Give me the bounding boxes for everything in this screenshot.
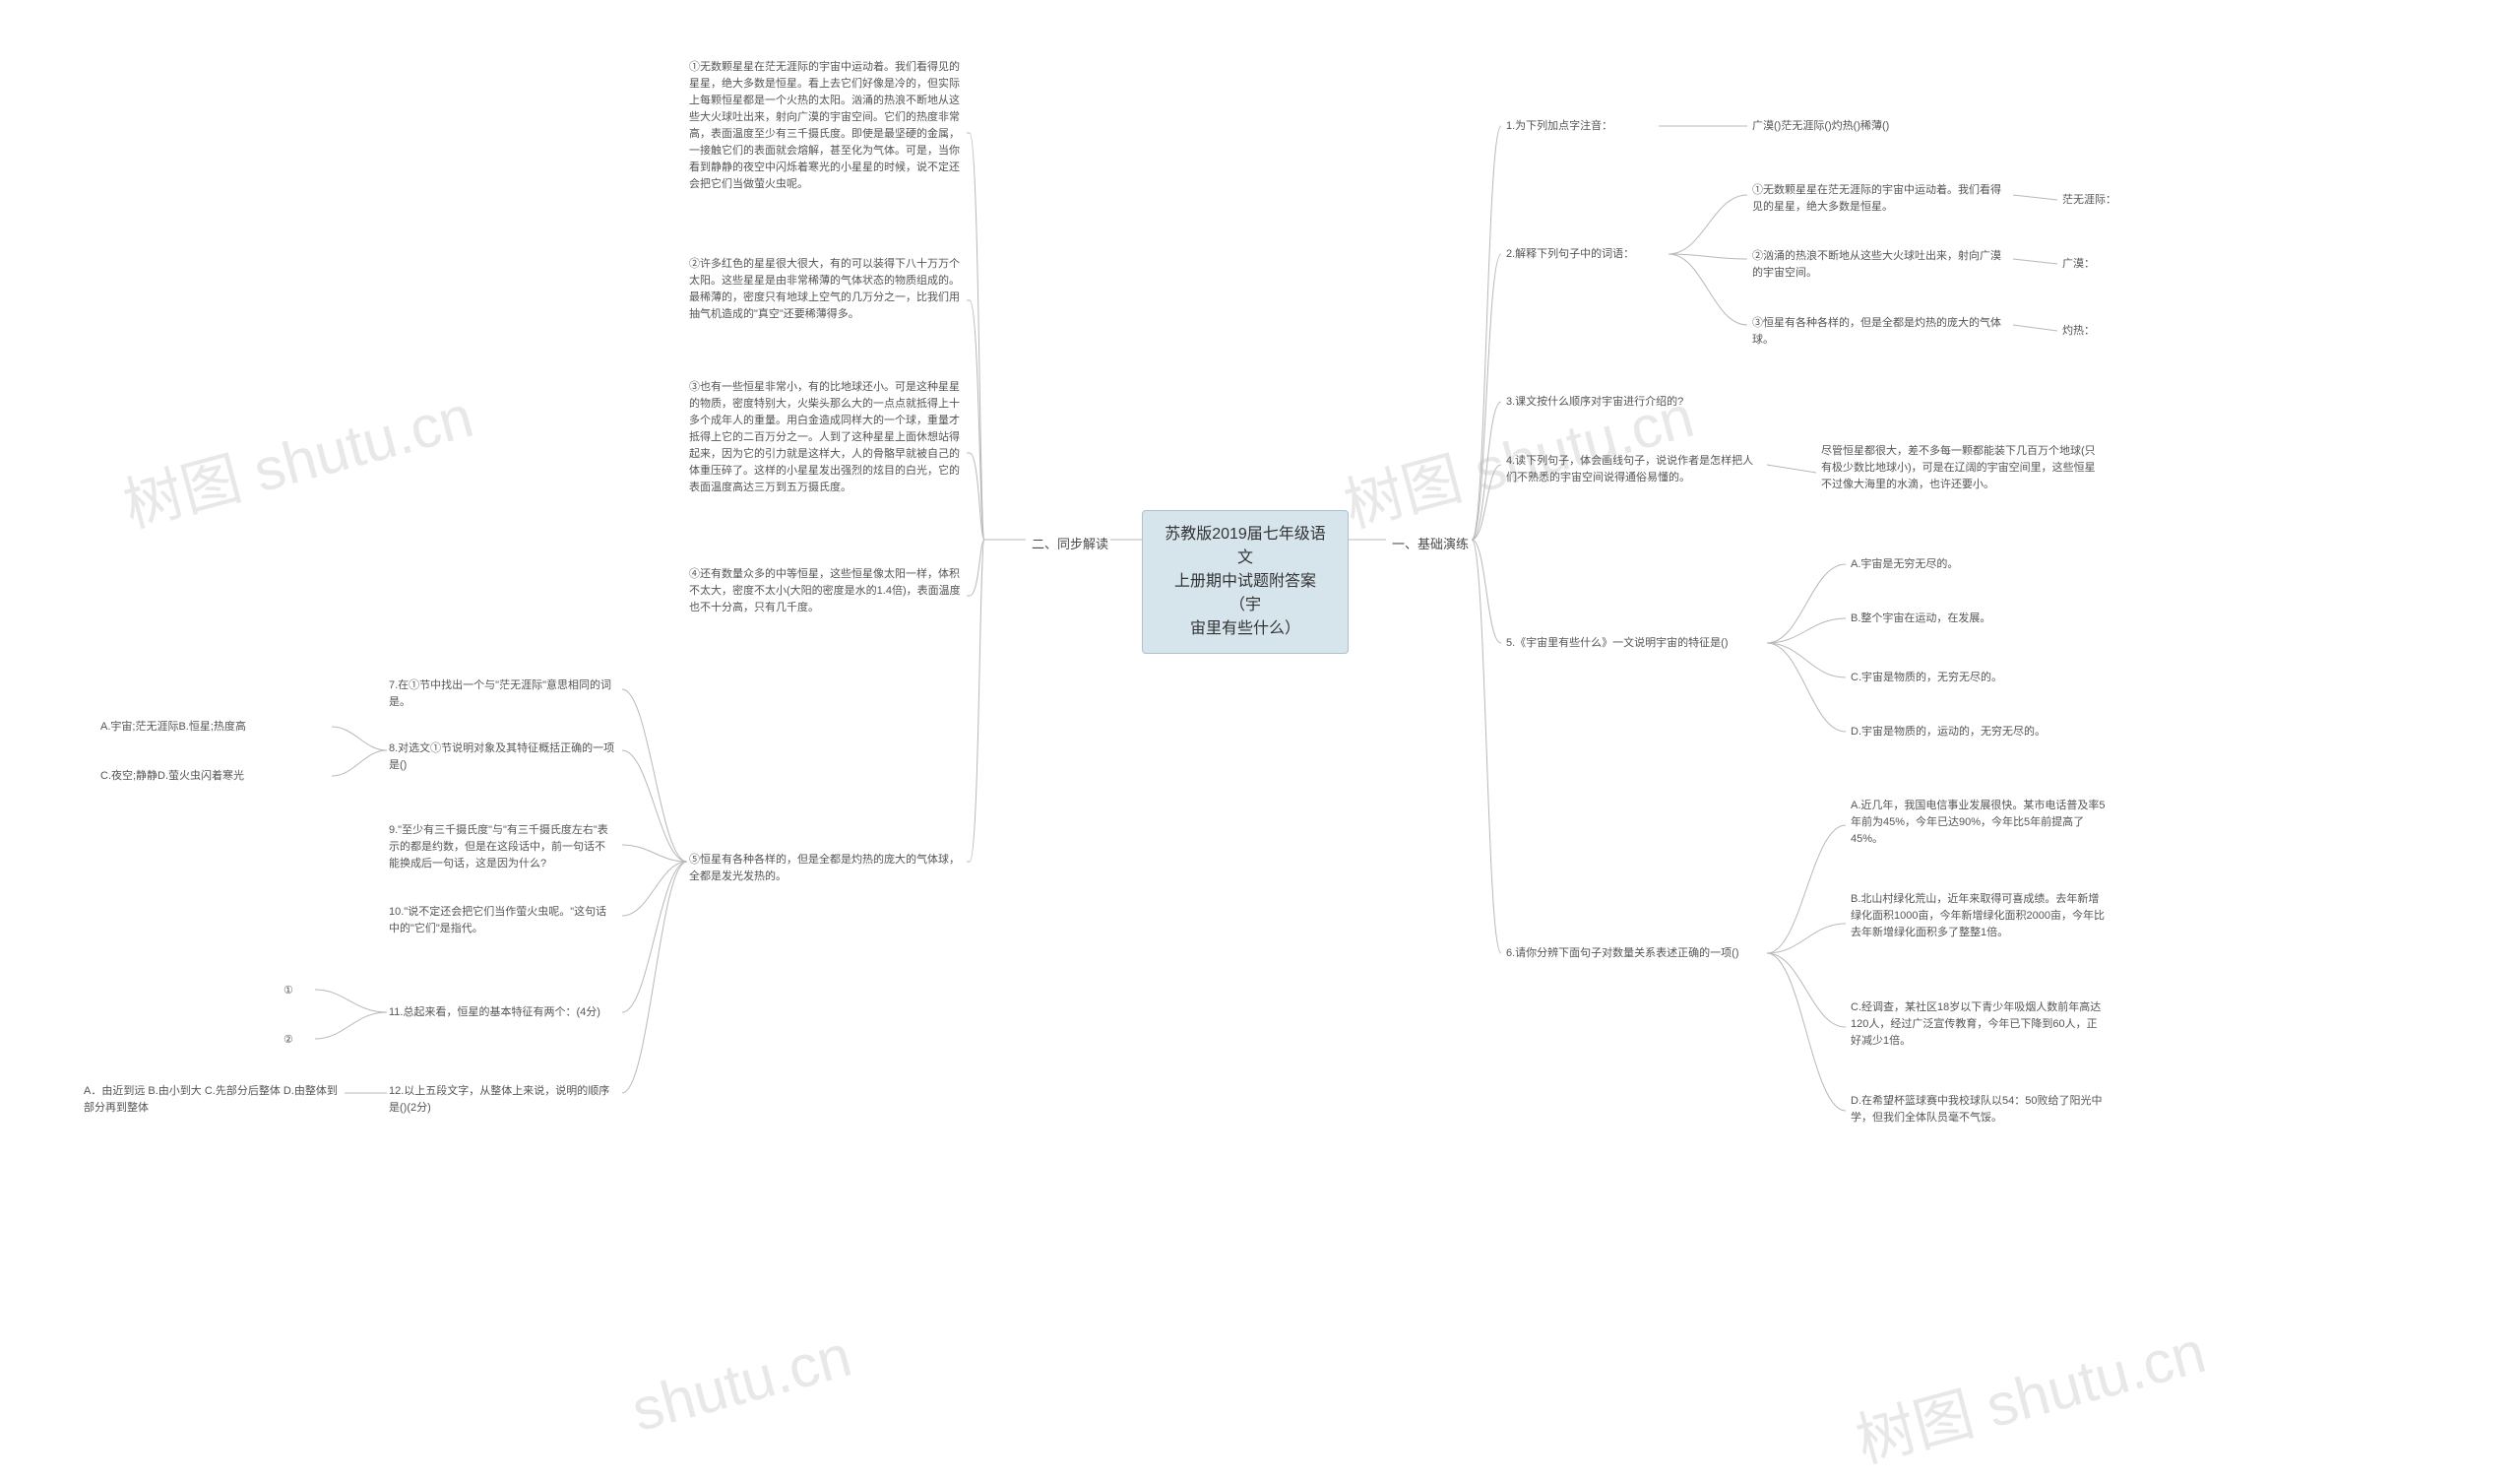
r2: 2.解释下列句子中的词语： [1506,246,1664,263]
question-8-opt-c: C.夜空;静静D.萤火虫闪着寒光 [100,768,327,785]
passage-4: ④还有数量众多的中等恒星，这些恒星像太阳一样，体积不太大，密度不太小(大阳的密度… [689,566,965,616]
question-11: 11.总起来看，恒星的基本特征有两个：(4分) [389,1004,615,1021]
watermark: 树图 shutu.cn [113,368,481,544]
r1: 1.为下列加点字注音： [1506,118,1654,135]
r5c: C.宇宙是物质的，无穷无尽的。 [1851,670,2048,686]
question-11-opt-2: ② [284,1032,313,1049]
r2b-ans: 广漠： [2062,256,2121,273]
r2c-ans: 灼热： [2062,323,2121,340]
root-text: 苏教版2019届七年级语文 上册期中试题附答案（宇 宙里有些什么） [1165,526,1326,637]
question-9: 9."至少有三千摄氏度"与"有三千摄氏度左右"表示的都是约数，但是在这段话中，前… [389,822,615,872]
r2b: ②汹涌的热浪不断地从这些大火球吐出来，射向广漠的宇宙空间。 [1752,248,2008,282]
connector-layer [0,0,2520,1468]
r2a-ans: 茫无涯际： [2062,192,2141,209]
r6d: D.在希望杯篮球赛中我校球队以54：50败给了阳光中学，但我们全体队员毫不气馁。 [1851,1093,2107,1126]
r6a: A.近几年，我国电信事业发展很快。某市电话普及率5年前为45%，今年已达90%，… [1851,798,2107,848]
section-left: 二、同步解读 [1026,532,1114,557]
question-8: 8.对选文①节说明对象及其特征概括正确的一项是() [389,740,615,774]
passage-3: ③也有一些恒星非常小，有的比地球还小。可是这种星星的物质，密度特别大，火柴头那么… [689,379,965,496]
question-12: 12.以上五段文字，从整体上来说，说明的顺序是()(2分) [389,1083,615,1117]
r5b: B.整个宇宙在运动，在发展。 [1851,611,2048,627]
passage-1: ①无数颗星星在茫无涯际的宇宙中运动着。我们看得见的星星，绝大多数是恒星。看上去它… [689,59,965,193]
question-8-opt-a: A.宇宙;茫无涯际B.恒星;热度高 [100,719,327,736]
question-11-opt-1: ① [284,983,313,999]
r1-val: 广漠()茫无涯际()灼热()稀薄() [1752,118,1969,135]
question-10: 10."说不定还会把它们当作萤火虫呢。"这句话中的"它们"是指代。 [389,904,615,937]
r4: 4.读下列句子，体会画线句子，说说作者是怎样把人们不熟悉的宇宙空间说得通俗易懂的… [1506,453,1762,486]
r5: 5.《宇宙里有些什么》一文说明宇宙的特征是() [1506,635,1762,652]
r5d: D.宇宙是物质的，运动的，无穷无尽的。 [1851,724,2087,740]
r6b: B.北山村绿化荒山，近年来取得可喜成绩。去年新增绿化面积1000亩，今年新增绿化… [1851,891,2107,941]
question-12-opts: A．由近到远 B.由小到大 C.先部分后整体 D.由整体到部分再到整体 [84,1083,340,1117]
passage-2: ②许多红色的星星很大很大，有的可以装得下八十万万个太阳。这些星星是由非常稀薄的气… [689,256,965,323]
root-node: 苏教版2019届七年级语文 上册期中试题附答案（宇 宙里有些什么） [1142,510,1349,654]
r6: 6.请你分辨下面句子对数量关系表述正确的一项() [1506,945,1762,962]
r4-val: 尽管恒星都很大，差不多每一颗都能装下几百万个地球(只有极少数比地球小)，可是在辽… [1821,443,2097,493]
watermark: shutu.cn [625,1321,858,1445]
r5a: A.宇宙是无穷无尽的。 [1851,556,2048,573]
r2c: ③恒星有各种各样的，但是全都是灼热的庞大的气体球。 [1752,315,2008,349]
r2a: ①无数颗星星在茫无涯际的宇宙中运动着。我们看得见的星星，绝大多数是恒星。 [1752,182,2008,216]
question-7: 7.在①节中找出一个与"茫无涯际"意思相同的词是。 [389,677,615,711]
watermark: 树图 shutu.cn [1846,1304,2214,1479]
section-right: 一、基础演练 [1386,532,1475,557]
r3: 3.课文按什么顺序对宇宙进行介绍的? [1506,394,1732,411]
passage-5: ⑤恒星有各种各样的，但是全都是灼热的庞大的气体球，全都是发光发热的。 [689,852,965,885]
r6c: C.经调查，某社区18岁以下青少年吸烟人数前年高达120人，经过广泛宣传教育，今… [1851,999,2107,1050]
